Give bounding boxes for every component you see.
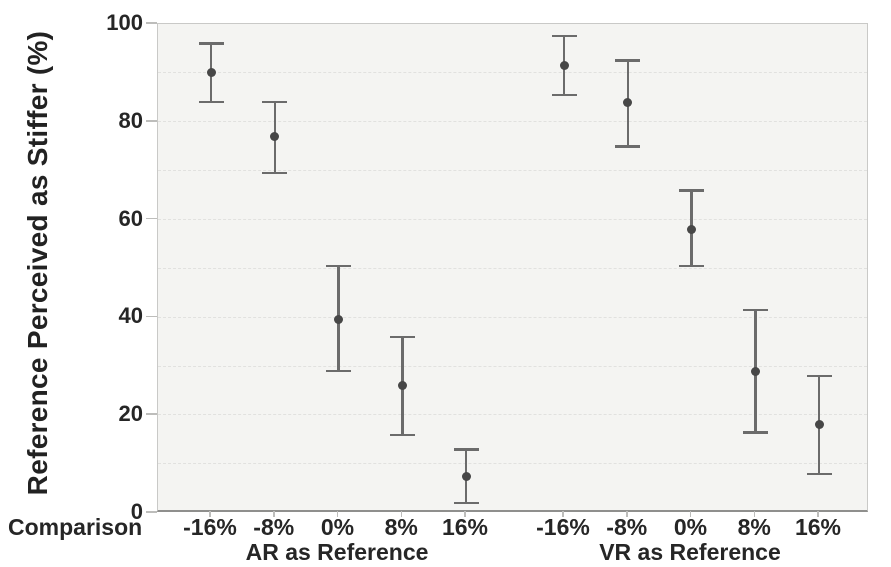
error-bar-cap xyxy=(551,34,577,38)
x-tick-label: -8% xyxy=(253,514,295,540)
y-tick-label: 80 xyxy=(118,107,143,133)
x-tick-mark xyxy=(336,511,339,517)
data-point-marker xyxy=(750,366,760,376)
data-point-marker xyxy=(206,68,216,78)
group-label-ar: AR as Reference xyxy=(245,539,429,565)
error-bar-cap xyxy=(551,93,577,97)
error-bar-cap xyxy=(198,100,224,104)
data-point-marker xyxy=(623,97,633,107)
gridline xyxy=(158,218,867,220)
gridline xyxy=(158,72,867,74)
y-tick-label: 100 xyxy=(106,10,143,35)
x-tick-label: 16% xyxy=(441,514,489,540)
x-tick-mark xyxy=(400,511,402,517)
x-tick-mark xyxy=(464,511,466,517)
data-point-marker xyxy=(559,61,569,71)
x-tick-label: -8% xyxy=(606,514,648,540)
error-bar-cap xyxy=(806,472,832,476)
y-tick-label: 20 xyxy=(118,401,143,427)
error-bar-cap xyxy=(453,501,479,505)
error-bar-cap xyxy=(679,264,704,268)
y-tick-label: 60 xyxy=(118,205,143,231)
y-tick-mark xyxy=(146,120,157,122)
data-point-marker xyxy=(687,224,696,234)
y-tick-mark xyxy=(146,315,157,318)
error-bar-cap xyxy=(389,335,415,339)
error-bar-cap xyxy=(389,433,415,436)
gridline xyxy=(158,414,867,416)
data-point-marker xyxy=(461,471,471,481)
error-bar-cap xyxy=(326,369,351,373)
error-bar-cap xyxy=(198,42,224,45)
data-point-marker xyxy=(397,381,407,391)
error-bar-cap xyxy=(262,100,288,104)
gridline xyxy=(158,316,867,318)
error-bar-cap xyxy=(453,448,479,451)
plot-panel xyxy=(157,23,868,512)
x-tick-mark xyxy=(753,511,755,517)
x-axis-prefix-label: Comparison xyxy=(8,514,143,540)
x-tick-mark xyxy=(817,511,819,517)
x-tick-label: -16% xyxy=(536,514,590,540)
y-tick-mark xyxy=(146,413,157,415)
gridline xyxy=(158,121,867,123)
gridline xyxy=(158,267,867,269)
error-bar-cap xyxy=(742,431,768,434)
error-bar-cap xyxy=(326,264,351,268)
group-label-vr: VR as Reference xyxy=(599,539,781,565)
error-bar-cap xyxy=(742,308,768,312)
error-bar-cap xyxy=(262,171,288,175)
x-tick-mark xyxy=(209,511,211,517)
y-tick-label: 0 xyxy=(130,499,143,524)
y-tick-mark xyxy=(146,511,157,513)
data-point-marker xyxy=(334,315,343,325)
y-tick-mark xyxy=(146,217,157,220)
data-point-marker xyxy=(270,131,280,141)
y-axis-title: Reference Perceived as Stiffer (%) xyxy=(22,30,53,496)
gridline xyxy=(158,365,867,367)
gridline xyxy=(158,463,867,465)
x-tick-label: -16% xyxy=(183,514,237,540)
gridline xyxy=(158,169,867,171)
data-point-marker xyxy=(814,420,824,430)
error-bar-cap xyxy=(615,145,641,148)
x-tick-mark xyxy=(626,511,628,517)
x-tick-label: 0% xyxy=(673,514,708,540)
x-tick-label: 0% xyxy=(320,514,355,540)
x-tick-mark xyxy=(562,511,564,517)
error-bar-cap xyxy=(806,374,832,378)
y-tick-mark xyxy=(146,22,157,24)
error-bar-cap xyxy=(679,189,704,192)
x-tick-mark xyxy=(689,511,692,517)
error-bar-cap xyxy=(615,59,641,62)
x-tick-mark xyxy=(273,511,275,517)
x-tick-label: 8% xyxy=(737,514,771,540)
y-tick-label: 40 xyxy=(118,303,143,329)
x-tick-label: 16% xyxy=(794,514,842,540)
x-tick-label: 8% xyxy=(384,514,418,540)
